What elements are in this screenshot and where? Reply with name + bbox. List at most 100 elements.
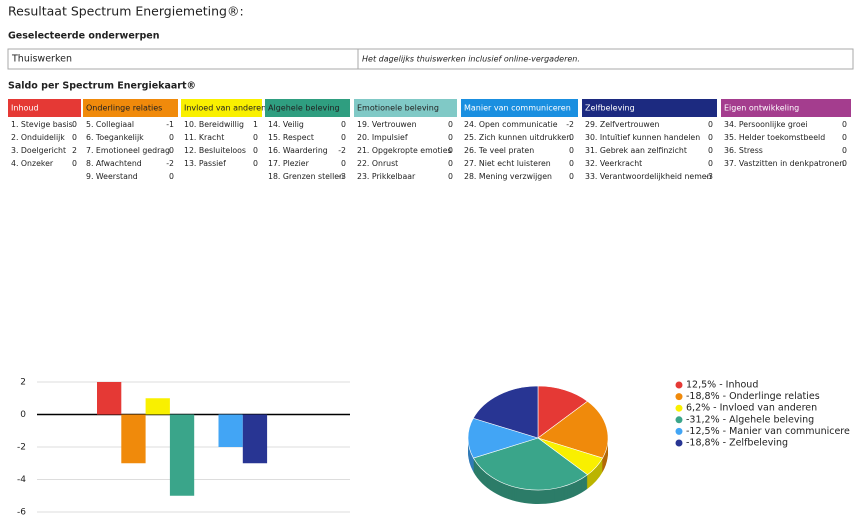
item-label: 4. Onzeker (11, 159, 54, 168)
legend-marker (675, 381, 683, 389)
item-value: -3 (705, 172, 713, 181)
item-label: 2. Onduidelijk (11, 133, 65, 142)
item-label: 15. Respect (268, 133, 314, 142)
item-value: 0 (169, 172, 174, 181)
column-title: Eigen ontwikkeling (724, 104, 799, 113)
item-value: 0 (72, 120, 77, 129)
legend-label: 12,5% - Inhoud (686, 380, 758, 391)
item-label: 25. Zich kunnen uitdrukken (464, 133, 571, 142)
y-tick-label: 2 (20, 378, 26, 388)
item-value: 0 (708, 159, 713, 168)
item-value: 0 (708, 146, 713, 155)
item-label: 34. Persoonlijke groei (724, 120, 808, 129)
item-label: 1. Stevige basis (11, 120, 73, 129)
column-title: Inhoud (11, 104, 39, 113)
item-value: -2 (338, 146, 346, 155)
item-label: 20. Impulsief (357, 133, 408, 142)
y-tick-label: -2 (17, 443, 26, 453)
bar (218, 414, 243, 447)
item-value: 0 (708, 120, 713, 129)
item-value: 0 (842, 146, 847, 155)
bar (145, 398, 170, 415)
item-label: 21. Opgekropte emoties (357, 146, 452, 155)
legend-label: -31,2% - Algehele beleving (686, 414, 814, 425)
item-label: 13. Passief (184, 159, 226, 168)
column-header (582, 99, 717, 117)
topic-description: Het dagelijks thuiswerken inclusief onli… (362, 55, 580, 64)
item-value: 0 (842, 133, 847, 142)
topic-box (7, 48, 854, 70)
legend-marker (675, 416, 683, 424)
bar (97, 382, 122, 415)
column-title: Manier van communiceren (464, 104, 571, 113)
column-title: Emotionele beleving (357, 104, 439, 113)
item-value: -1 (166, 120, 174, 129)
legend-marker (675, 393, 683, 401)
item-label: 6. Toegankelijk (86, 133, 144, 142)
y-tick-label: -6 (17, 508, 26, 518)
column-header (265, 99, 350, 117)
column-header (8, 99, 81, 117)
item-value: 0 (72, 159, 77, 168)
column-title: Algehele beleving (268, 104, 340, 113)
item-label: 17. Plezier (268, 159, 310, 168)
item-value: 0 (569, 172, 574, 181)
item-label: 7. Emotioneel gedrag (86, 146, 170, 155)
column-header (461, 99, 578, 117)
item-label: 37. Vastzitten in denkpatronen (724, 159, 844, 168)
section-title: Geselecteerde onderwerpen (8, 31, 160, 42)
item-label: 33. Verantwoordelijkheid nemen (585, 172, 712, 181)
item-value: 0 (569, 159, 574, 168)
item-value: 0 (169, 133, 174, 142)
item-label: 11. Kracht (184, 133, 224, 142)
legend-marker (675, 439, 683, 447)
item-value: 0 (253, 133, 258, 142)
item-value: 0 (253, 159, 258, 168)
legend-label: -12,5% - Manier van communicere (686, 426, 850, 437)
item-value: 0 (448, 146, 453, 155)
column-header (181, 99, 262, 117)
column-header (721, 99, 851, 117)
item-label: 18. Grenzen stellen (268, 172, 344, 181)
legend-label: -18,8% - Onderlinge relaties (686, 391, 820, 402)
item-label: 10. Bereidwillig (184, 120, 244, 129)
y-tick-label: 0 (20, 410, 26, 420)
item-value: 2 (72, 146, 77, 155)
column-title: Zelfbeleving (585, 104, 635, 113)
item-label: 36. Stress (724, 146, 763, 155)
item-label: 29. Zelfvertrouwen (585, 120, 660, 129)
legend-marker (675, 427, 683, 435)
item-label: 26. Te veel praten (464, 146, 534, 155)
column-header (354, 99, 457, 117)
item-value: 0 (448, 120, 453, 129)
item-value: 0 (448, 172, 453, 181)
item-label: 8. Afwachtend (86, 159, 142, 168)
item-label: 28. Mening verzwijgen (464, 172, 552, 181)
column-header (83, 99, 178, 117)
item-value: 0 (842, 120, 847, 129)
topic-name: Thuiswerken (11, 54, 72, 65)
item-label: 24. Open communicatie (464, 120, 558, 129)
item-label: 3. Doelgericht (11, 146, 66, 155)
item-value: 0 (569, 133, 574, 142)
item-label: 12. Besluiteloos (184, 146, 246, 155)
item-label: 23. Prikkelbaar (357, 172, 416, 181)
item-value: 1 (253, 120, 258, 129)
legend-label: 6,2% - Invloed van anderen (686, 403, 817, 414)
y-tick-label: -4 (17, 475, 26, 485)
item-value: 0 (448, 133, 453, 142)
item-label: 32. Veerkracht (585, 159, 642, 168)
item-label: 16. Waardering (268, 146, 328, 155)
item-value: 0 (448, 159, 453, 168)
item-value: 0 (169, 146, 174, 155)
item-value: 0 (72, 133, 77, 142)
item-value: 0 (341, 120, 346, 129)
item-value: 0 (569, 146, 574, 155)
item-label: 9. Weerstand (86, 172, 138, 181)
item-label: 5. Collegiaal (86, 120, 134, 129)
column-title: Onderlinge relaties (86, 104, 162, 113)
section-title: Saldo per Spectrum Energiekaart® (8, 81, 196, 92)
pie-slice (472, 385, 539, 439)
item-value: 0 (253, 146, 258, 155)
